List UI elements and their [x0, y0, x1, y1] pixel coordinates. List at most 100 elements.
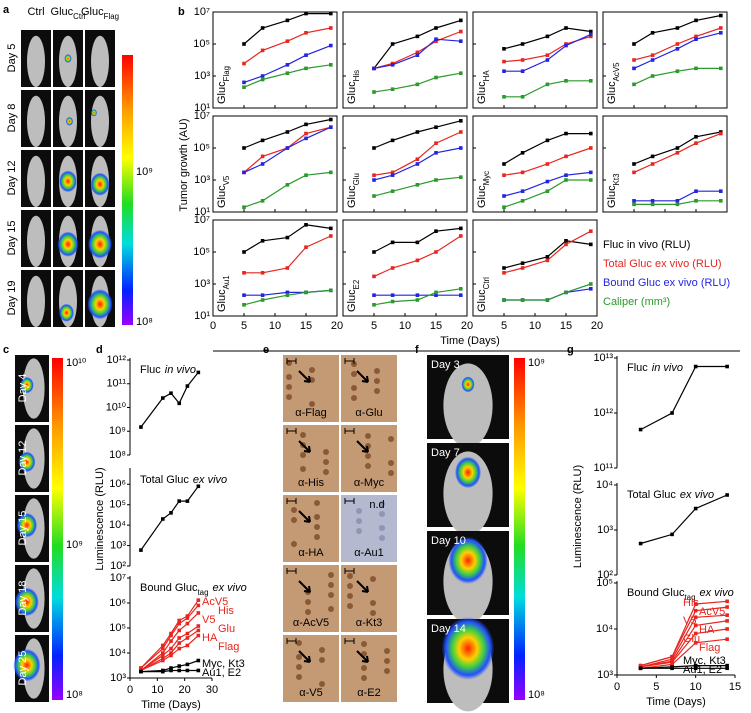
ihc-cell — [374, 368, 380, 374]
data-point — [390, 240, 395, 245]
data-point — [139, 666, 143, 670]
data-point — [725, 599, 729, 604]
data-point — [502, 69, 506, 73]
data-point — [545, 138, 550, 143]
mouse-body — [22, 358, 45, 419]
data-point — [650, 53, 655, 57]
series-label: Flag — [699, 642, 720, 654]
ihc-cell — [379, 525, 385, 531]
data-point — [139, 425, 143, 429]
y-tick-label: 10³ — [110, 672, 126, 684]
data-point — [502, 173, 506, 177]
data-point — [502, 271, 506, 275]
ihc-cell — [388, 436, 394, 442]
signal — [16, 512, 38, 538]
data-point — [459, 287, 463, 291]
legend-entry: Total Gluc ex vivo (RLU) — [603, 258, 722, 270]
legend-entry: Fluc in vivo (RLU) — [603, 239, 690, 251]
data-point — [161, 669, 165, 674]
rich-label: GlucFlag — [81, 6, 119, 21]
data-point — [415, 240, 420, 245]
x-tick-label: 15 — [560, 320, 572, 332]
data-point — [638, 427, 643, 432]
label-sub: Ctrl — [73, 12, 86, 21]
data-point — [260, 199, 265, 203]
x-axis-label: Time (Days) — [440, 335, 499, 347]
data-point — [725, 493, 729, 497]
series-line — [504, 283, 591, 301]
rich-label: Fluc in vivo — [140, 364, 196, 376]
data-point — [304, 223, 308, 227]
data-point — [638, 541, 643, 546]
data-point — [545, 82, 550, 87]
data-point — [564, 26, 568, 30]
y-tick-label: 10⁴ — [596, 623, 613, 635]
data-point — [675, 26, 680, 30]
data-point — [693, 641, 698, 645]
data-point — [545, 298, 550, 302]
y-tick-label: 10⁵ — [109, 622, 126, 634]
rich-label: Fluc in vivo — [627, 362, 683, 374]
data-point — [725, 666, 729, 671]
legend-entry: Caliper (mm³) — [603, 296, 670, 308]
rich-label: GlucMyc — [476, 171, 491, 208]
signal — [59, 170, 77, 193]
data-point — [415, 82, 420, 87]
mouse-body — [91, 95, 109, 147]
data-point — [260, 26, 265, 30]
data-point — [434, 250, 438, 254]
scale-bar — [344, 568, 355, 574]
ihc-image — [283, 425, 339, 492]
signal — [454, 456, 482, 489]
data-point — [415, 34, 420, 39]
rich-label: GlucGlu — [346, 173, 361, 208]
scale-bar — [344, 498, 355, 504]
data-point — [169, 511, 173, 515]
data-point — [161, 396, 165, 400]
data-point — [415, 293, 420, 297]
series-line — [140, 485, 199, 551]
data-point — [185, 614, 190, 618]
data-point — [415, 258, 420, 263]
x-tick-label: 0 — [614, 681, 620, 693]
data-point — [719, 66, 723, 71]
data-point — [564, 173, 568, 177]
data-point — [390, 42, 395, 46]
data-point — [520, 95, 525, 99]
rich-label: GlucV5 — [216, 175, 231, 208]
x-tick-label: 5 — [241, 320, 247, 332]
series-line — [640, 614, 728, 668]
data-point — [589, 32, 593, 37]
ihc-cell — [314, 500, 320, 506]
data-point — [242, 42, 246, 46]
panel-letter: e — [263, 344, 269, 356]
data-point — [459, 39, 463, 43]
data-point — [564, 154, 568, 159]
data-point — [415, 298, 420, 302]
series-line — [640, 494, 728, 545]
series-label: Flag — [218, 641, 239, 653]
colorbar-label: 10⁹ — [528, 357, 545, 369]
data-point — [459, 226, 463, 231]
stain-label: α-Au1 — [354, 547, 384, 559]
data-point — [196, 598, 201, 602]
data-point — [242, 61, 246, 66]
label-sub: Glu — [352, 173, 361, 185]
stain-label: α-Glu — [355, 407, 382, 419]
series-label: Myc, Kt3 — [683, 655, 726, 667]
label-main: Total Gluc — [140, 474, 189, 486]
data-point — [675, 151, 680, 155]
data-point — [459, 71, 463, 75]
y-axis-label: Luminescence (RLU) — [572, 465, 584, 568]
label-tail: in vivo — [652, 362, 683, 374]
ihc-cell — [379, 535, 385, 541]
signal — [15, 587, 39, 617]
x-tick-label: 15 — [729, 681, 741, 693]
legend-entry: Bound Gluc ex vivo (RLU) — [603, 277, 730, 289]
data-point — [242, 85, 246, 89]
data-point — [589, 170, 593, 175]
series-line — [140, 629, 199, 672]
data-point — [415, 157, 420, 161]
data-point — [434, 229, 438, 233]
